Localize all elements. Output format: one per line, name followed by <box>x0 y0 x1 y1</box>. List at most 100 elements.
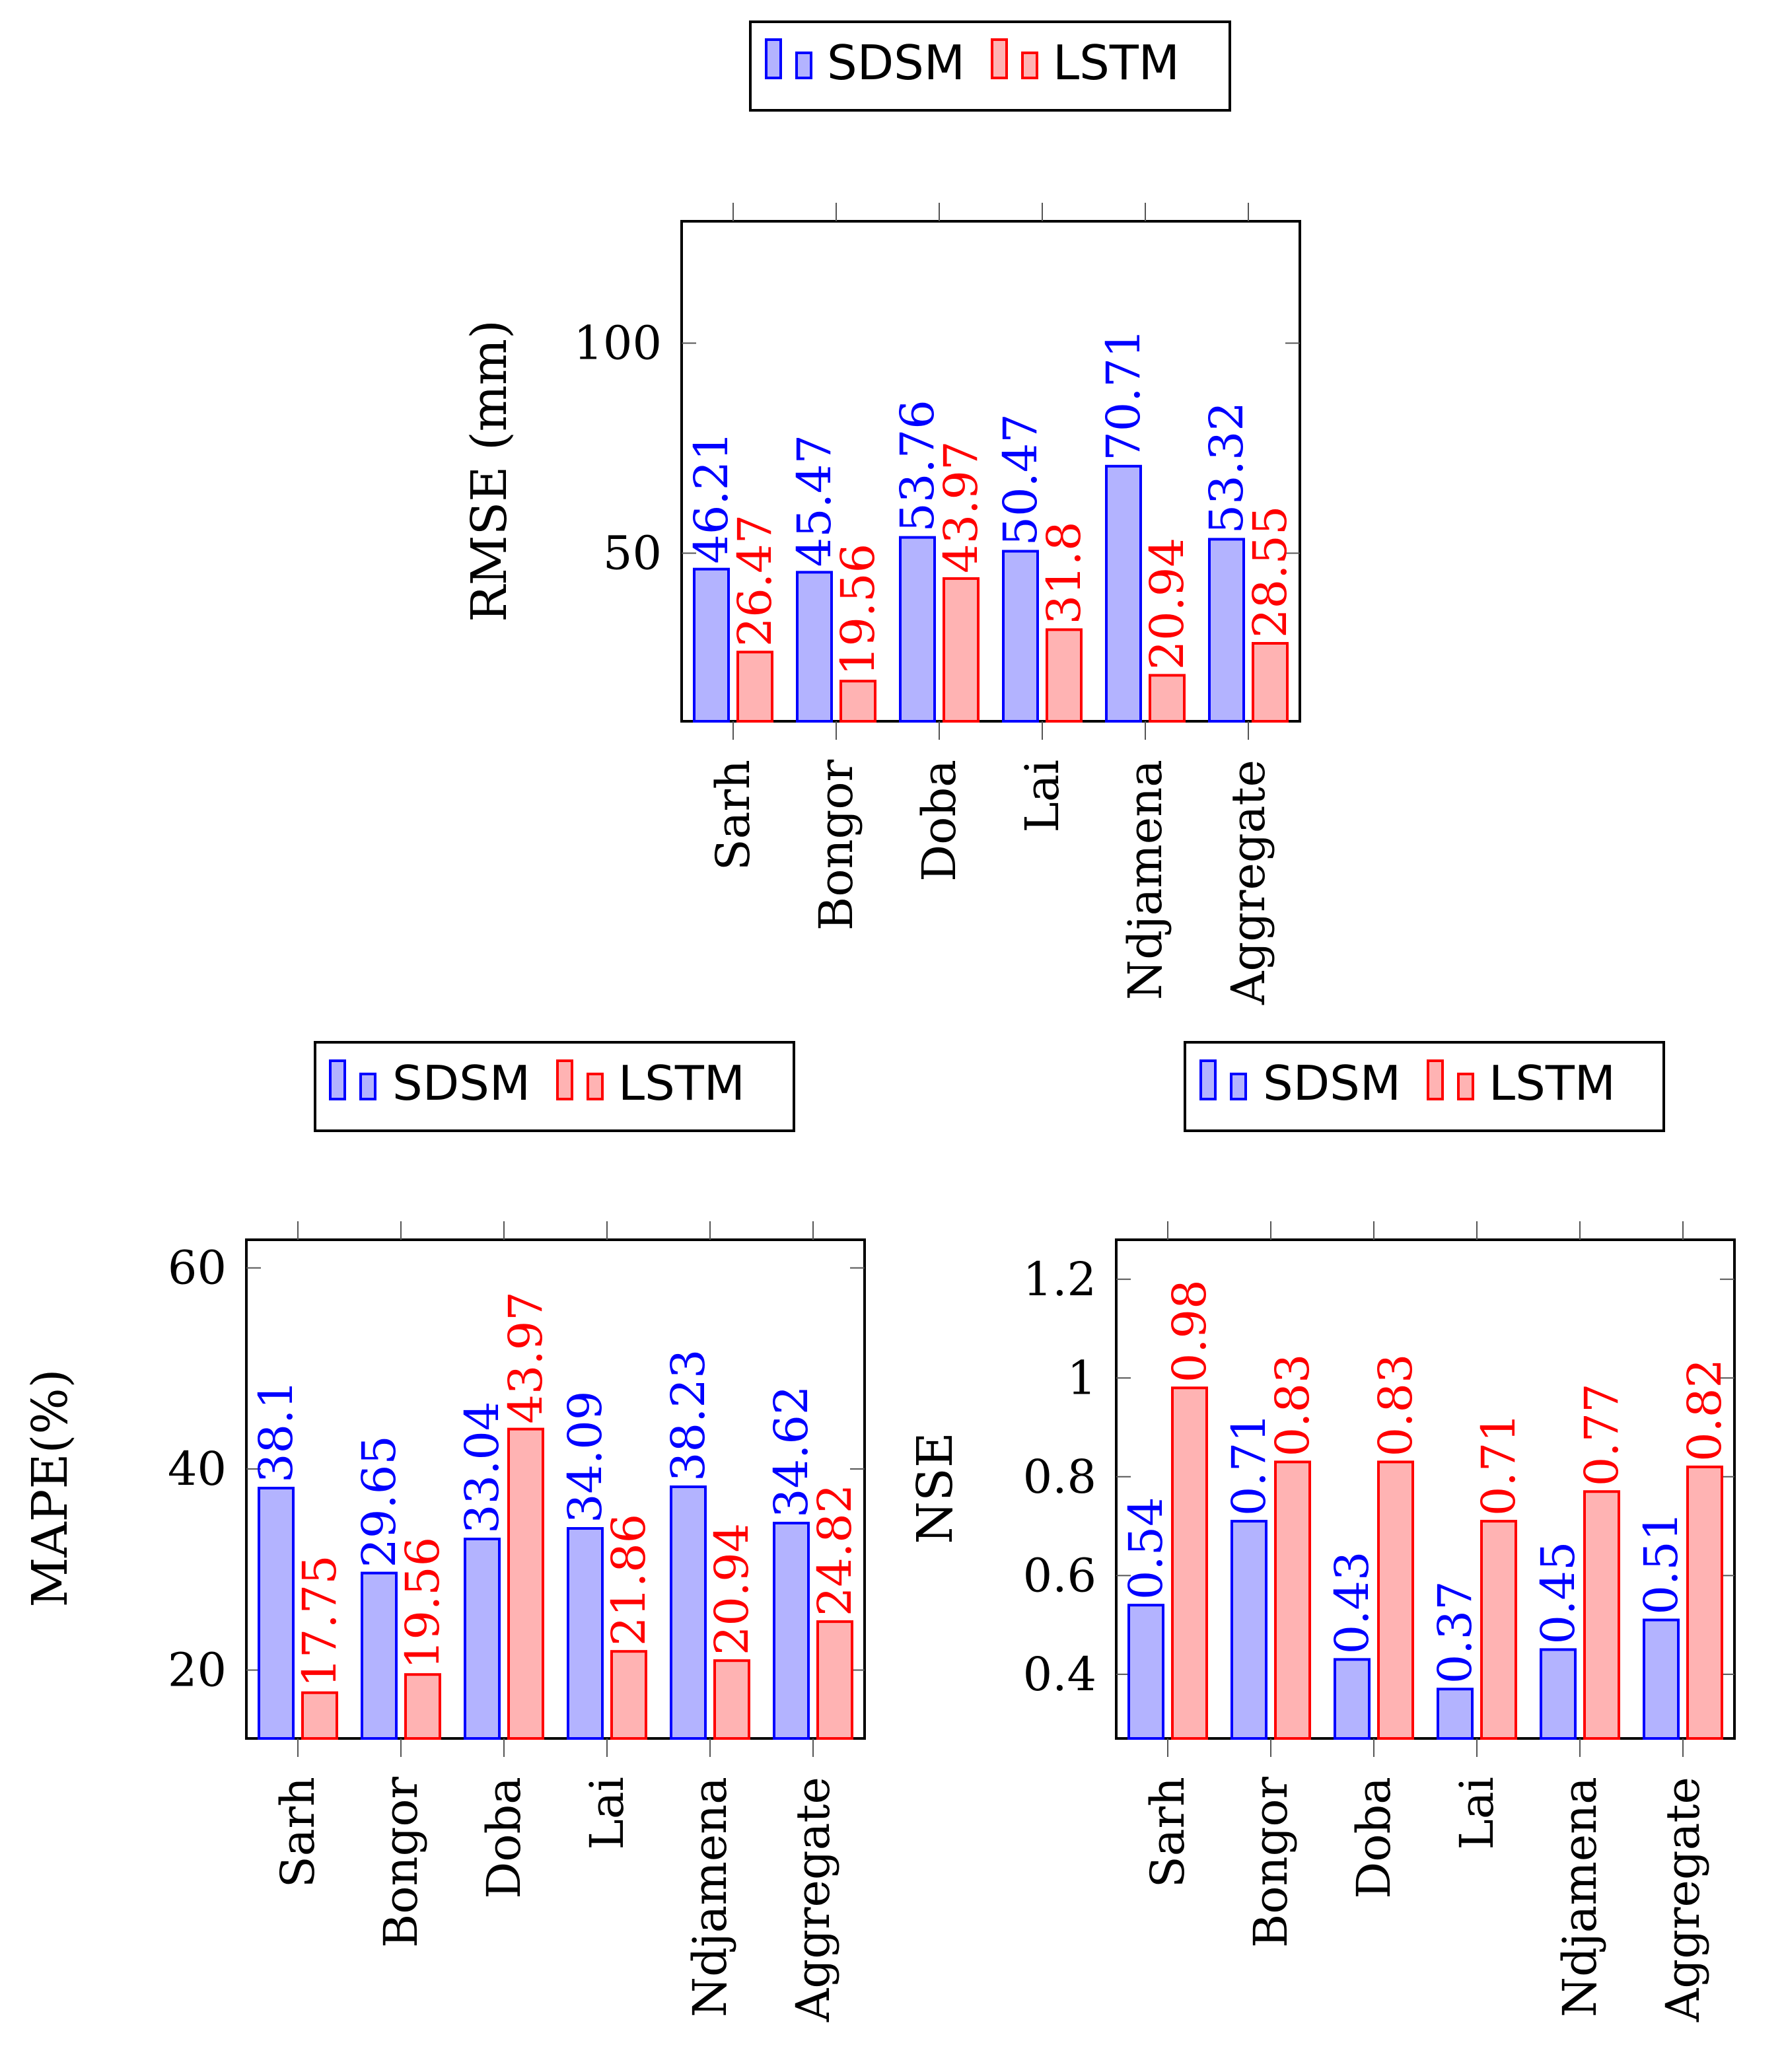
mape-category-label: Aggregate <box>786 1777 840 2022</box>
nse-category-label: Ndjamena <box>1553 1777 1607 2017</box>
rmse-bar-lstm <box>1149 674 1186 723</box>
rmse-value-label-lstm: 26.47 <box>728 515 782 647</box>
nse-value-label-lstm: 0.82 <box>1678 1359 1732 1462</box>
rmse-value-label-lstm: 28.55 <box>1243 506 1297 638</box>
legend-mape-lstm-swatch <box>556 1059 604 1100</box>
nse-value-label-sdsm: 0.54 <box>1119 1497 1173 1600</box>
lstm-swatch-bar-a <box>1427 1059 1444 1100</box>
rmse-bar-lstm <box>943 577 980 723</box>
legend-rmse-sdsm-label: SDSM <box>827 35 965 90</box>
sdsm-swatch-bar-a <box>1199 1059 1217 1100</box>
rmse-plot-frame <box>680 220 1301 723</box>
lstm-swatch-bar-a <box>556 1059 573 1100</box>
mape-value-label-sdsm: 34.09 <box>558 1391 612 1523</box>
legend-mape-box <box>314 1041 795 1132</box>
nse-chart: 0.4 0.6 0.8 1 1.2 Sarh Bongor Doba Lai Ndjamena Ag… <box>907 1221 1736 2022</box>
mape-bar-lstm <box>816 1620 853 1740</box>
nse-ytick-label: 1.2 <box>1023 1252 1096 1306</box>
mape-value-label-lstm: 43.97 <box>499 1291 553 1423</box>
rmse-category-label: Doba <box>912 760 966 882</box>
nse-category-label: Sarh <box>1141 1777 1195 1888</box>
mape-value-label-lstm: 19.56 <box>396 1537 450 1669</box>
legend-mape: SDSM LSTM <box>314 1041 795 1132</box>
rmse-value-label-sdsm: 70.71 <box>1096 328 1151 460</box>
nse-bar-lstm <box>1274 1460 1311 1740</box>
legend-nse-lstm-label: LSTM <box>1489 1055 1616 1111</box>
sdsm-swatch-bar-b <box>359 1073 376 1100</box>
legend-rmse-lstm-label: LSTM <box>1053 35 1180 90</box>
rmse-ytick-label: 50 <box>603 526 662 581</box>
nse-ytick-label: 1 <box>1067 1351 1096 1405</box>
nse-category-label: Aggregate <box>1656 1777 1710 2022</box>
mape-category-label: Lai <box>580 1777 634 1850</box>
rmse-bar-sdsm <box>899 536 936 723</box>
rmse-value-label-lstm: 19.56 <box>831 544 885 676</box>
nse-category-label: Lai <box>1450 1777 1504 1850</box>
nse-bar-lstm <box>1171 1386 1208 1740</box>
nse-bar-sdsm <box>1334 1658 1371 1740</box>
nse-bar-lstm <box>1480 1520 1517 1740</box>
mape-value-label-lstm: 21.86 <box>602 1514 656 1646</box>
mape-y-axis-label: MAPE(%) <box>22 1369 79 1607</box>
rmse-bar-lstm <box>1046 628 1083 723</box>
rmse-bar-sdsm <box>796 571 833 723</box>
rmse-category-label: Bongor <box>809 759 863 931</box>
rmse-ytick-label: 100 <box>573 316 662 370</box>
legend-mape-sdsm-swatch <box>329 1059 376 1100</box>
mape-value-label-sdsm: 38.23 <box>661 1349 715 1482</box>
rmse-value-label-sdsm: 45.47 <box>787 435 841 567</box>
mape-value-label-lstm: 20.94 <box>705 1523 759 1655</box>
legend-rmse-lstm-swatch <box>991 38 1038 79</box>
nse-bar-sdsm <box>1437 1688 1474 1740</box>
rmse-bar-lstm <box>1252 641 1289 723</box>
rmse-category-label: Sarh <box>706 760 760 871</box>
legend-mape-lstm-label: LSTM <box>618 1055 745 1111</box>
mape-ytick-label: 40 <box>168 1442 227 1496</box>
nse-value-label-sdsm: 0.71 <box>1222 1413 1276 1516</box>
rmse-value-label-lstm: 31.8 <box>1037 521 1091 624</box>
mape-value-label-sdsm: 38.1 <box>249 1380 303 1483</box>
nse-value-label-lstm: 0.83 <box>1369 1354 1423 1457</box>
mape-bar-sdsm <box>567 1527 604 1740</box>
mape-value-label-sdsm: 33.04 <box>455 1402 509 1534</box>
mape-bar-sdsm <box>361 1571 398 1740</box>
sdsm-swatch-bar-a <box>329 1059 346 1100</box>
mape-value-label-lstm: 24.82 <box>808 1484 862 1616</box>
nse-bar-sdsm <box>1231 1520 1267 1740</box>
legend-rmse-box <box>749 20 1231 112</box>
nse-bar-lstm <box>1686 1465 1723 1740</box>
mape-value-label-sdsm: 34.62 <box>764 1386 818 1518</box>
legend-nse: SDSM LSTM <box>1184 1041 1665 1132</box>
nse-y-axis-label: NSE <box>907 1432 964 1544</box>
mape-bar-lstm <box>507 1427 544 1740</box>
nse-bar-sdsm <box>1643 1618 1680 1740</box>
nse-value-label-lstm: 0.98 <box>1162 1279 1217 1382</box>
mape-value-label-sdsm: 29.65 <box>352 1435 406 1567</box>
nse-category-label: Doba <box>1347 1777 1401 1899</box>
nse-value-label-sdsm: 0.45 <box>1531 1542 1585 1645</box>
nse-bar-sdsm <box>1540 1648 1577 1740</box>
mape-category-label: Ndjamena <box>683 1777 737 2017</box>
nse-plot-frame <box>1115 1238 1736 1740</box>
nse-bar-lstm <box>1377 1460 1414 1740</box>
legend-rmse-sdsm-swatch <box>765 38 812 79</box>
rmse-bar-sdsm <box>693 567 730 723</box>
legend-nse-lstm-swatch <box>1427 1059 1474 1100</box>
lstm-swatch-bar-b <box>1457 1073 1474 1100</box>
nse-bar-sdsm <box>1127 1604 1164 1740</box>
rmse-category-label: Ndjamena <box>1118 760 1172 1000</box>
mape-category-label: Doba <box>477 1777 531 1899</box>
mape-bar-lstm <box>713 1659 750 1740</box>
legend-rmse: SDSM LSTM <box>749 20 1231 112</box>
rmse-y-axis-label: RMSE (mm) <box>461 320 518 622</box>
mape-bar-sdsm <box>258 1486 295 1740</box>
mape-ytick-label: 20 <box>168 1643 227 1697</box>
sdsm-swatch-bar-b <box>795 52 812 79</box>
mape-category-label: Sarh <box>271 1777 325 1888</box>
mape-chart: 20 40 60 Sarh Bongor Doba Lai Ndjamena Aggregate… <box>22 1221 866 2022</box>
rmse-bar-sdsm <box>1105 464 1142 723</box>
sdsm-swatch-bar-a <box>765 38 782 79</box>
nse-value-label-lstm: 0.77 <box>1575 1383 1629 1486</box>
rmse-bar-lstm <box>839 680 876 723</box>
